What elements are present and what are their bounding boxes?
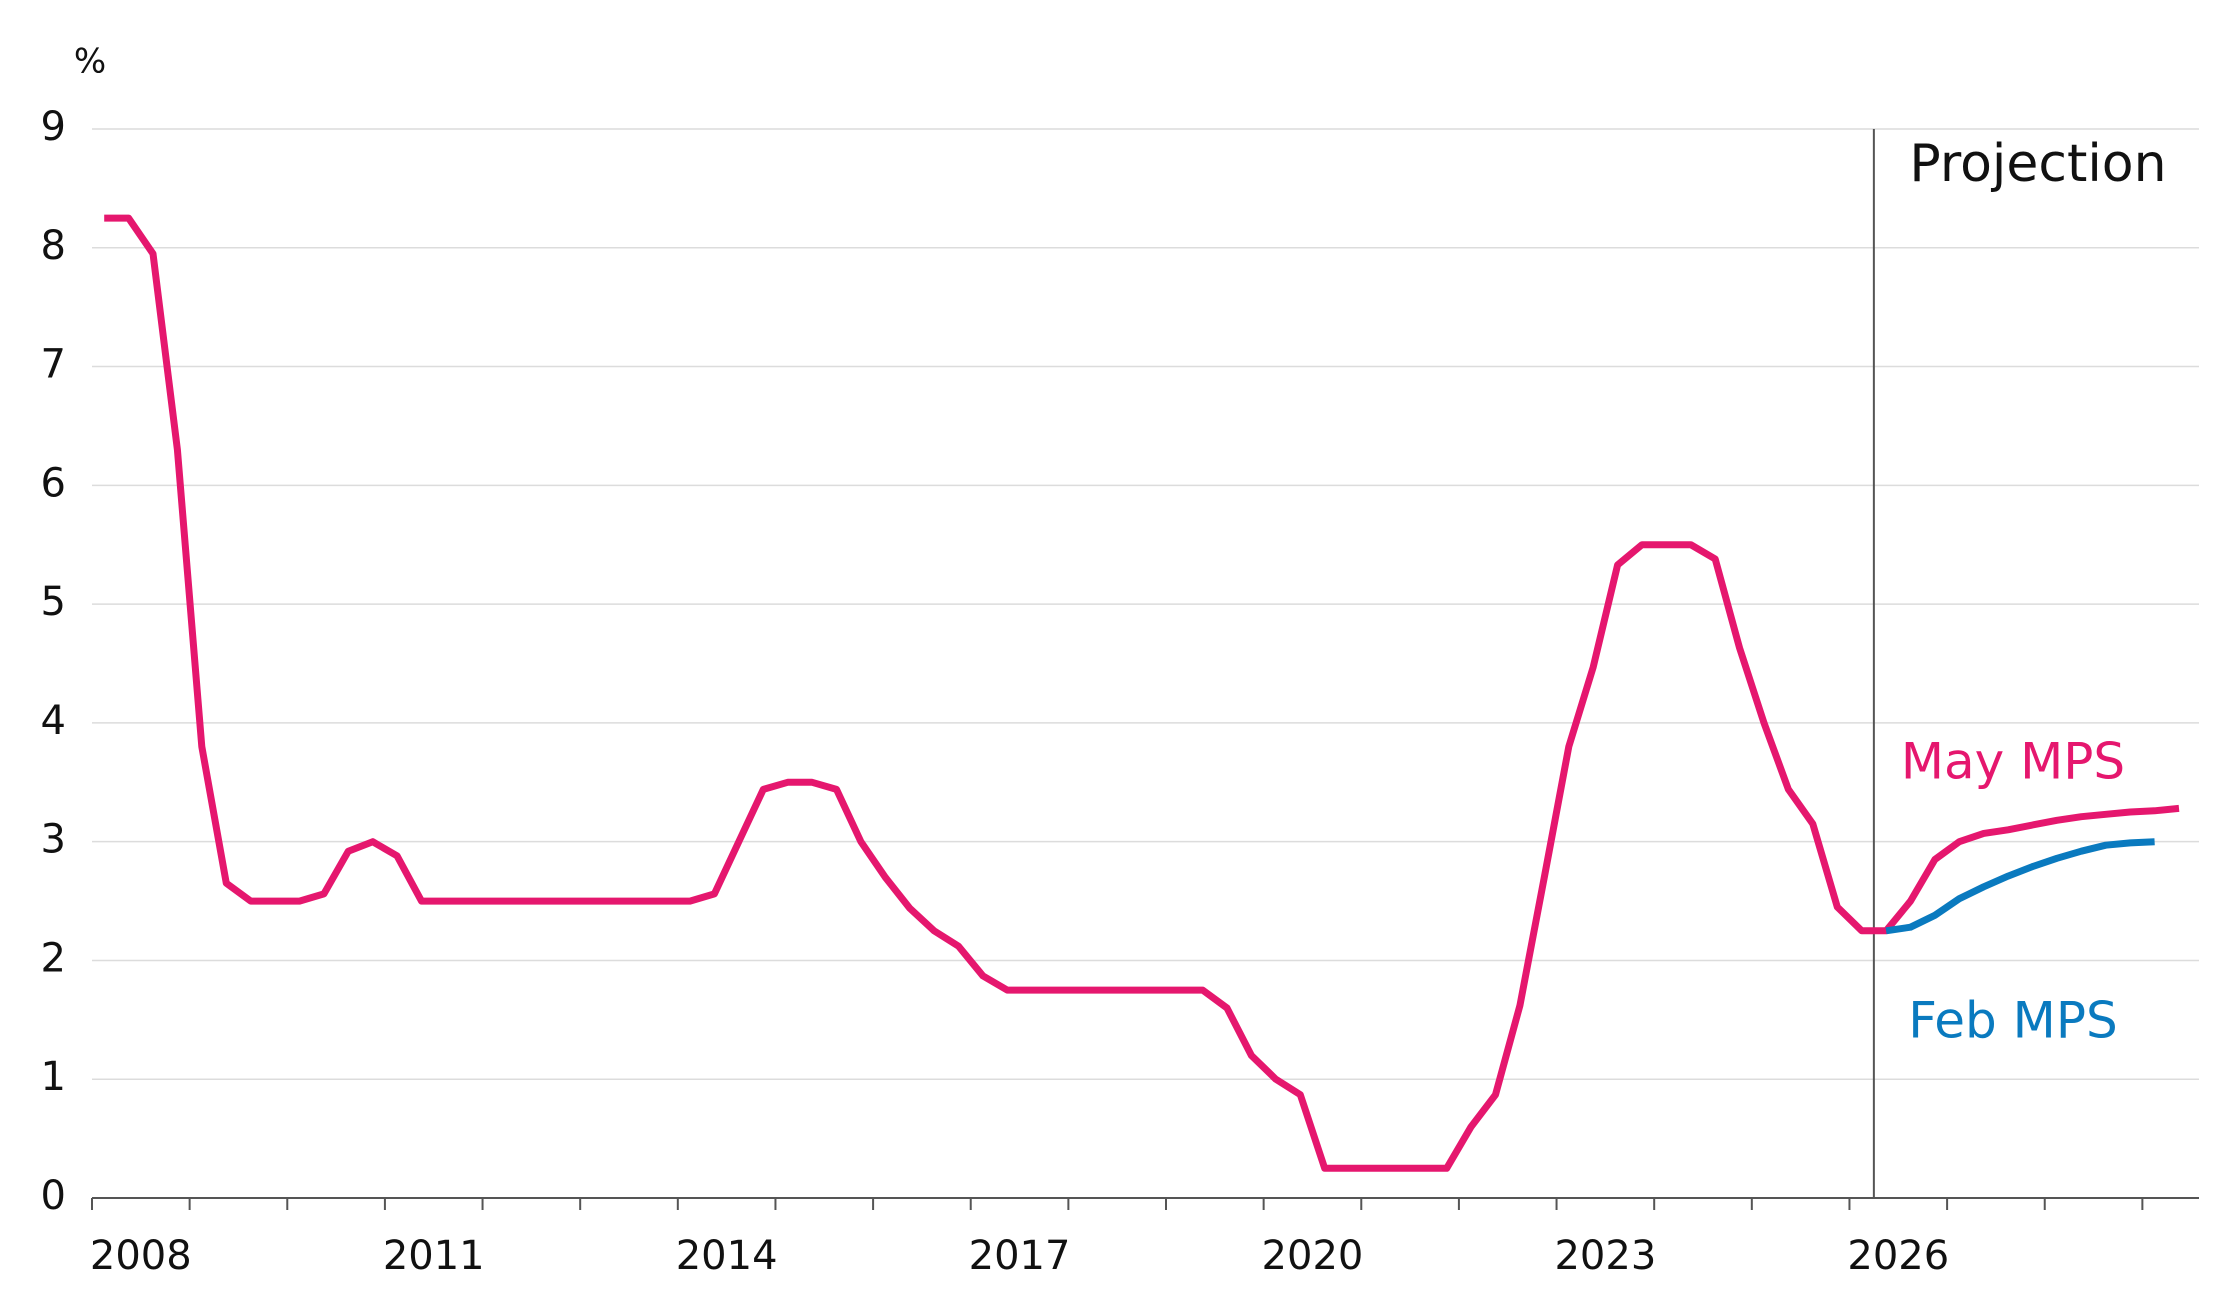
- x-tick-label: 2023: [1554, 1233, 1656, 1279]
- y-tick-label: 5: [41, 579, 66, 625]
- x-tick-label: 2014: [676, 1233, 778, 1279]
- y-tick-label: 0: [41, 1173, 66, 1219]
- series-line: [1885, 838, 2155, 935]
- y-tick-label: 1: [41, 1054, 66, 1100]
- y-tick-label: 8: [41, 223, 66, 269]
- y-tick-label: 9: [41, 104, 66, 150]
- x-tick-label: 2017: [969, 1233, 1071, 1279]
- y-tick-label: 2: [41, 935, 66, 981]
- y-tick-label: 3: [41, 817, 66, 863]
- x-tick-label: 2026: [1847, 1233, 1949, 1279]
- x-tick-label: 2011: [383, 1233, 485, 1279]
- legend-label: May MPS: [1901, 733, 2125, 791]
- x-tick-label: 2008: [90, 1233, 192, 1279]
- y-tick-label: 7: [41, 342, 66, 388]
- series-line: [104, 214, 2180, 1172]
- y-tick-label: 4: [41, 698, 66, 744]
- y-unit: %: [74, 42, 106, 82]
- x-tick-label: 2020: [1262, 1233, 1364, 1279]
- legend-label: Feb MPS: [1908, 992, 2117, 1050]
- annotation: Projection: [1909, 134, 2166, 194]
- y-tick-label: 6: [41, 460, 66, 506]
